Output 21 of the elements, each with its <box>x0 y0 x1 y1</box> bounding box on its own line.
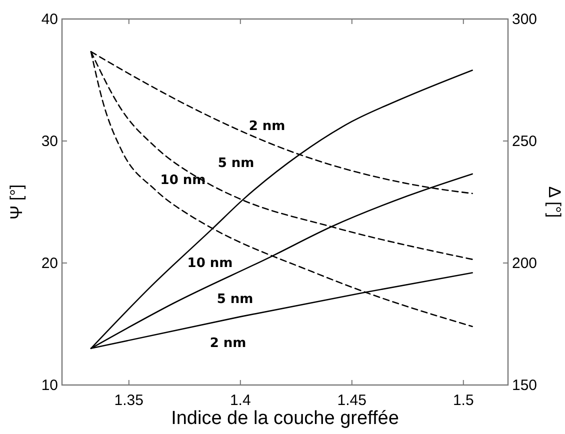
x-tick-label: 1.5 <box>452 392 474 409</box>
y-tick-label: 10 <box>41 377 58 394</box>
series-label: 10 nm <box>160 173 206 188</box>
y-tick-label: 30 <box>41 133 58 150</box>
x-tick-label: 1.35 <box>114 392 144 409</box>
y2-tick-label: 150 <box>512 377 538 394</box>
series-label: 2 nm <box>248 119 286 134</box>
series-label: 5 nm <box>218 156 254 171</box>
y-tick-label: 40 <box>41 11 58 28</box>
x-axis-title: Indice de la couche greffée <box>171 408 399 429</box>
series-label: 5 nm <box>216 292 254 307</box>
y2-tick-label: 200 <box>512 255 538 272</box>
y-tick-label: 20 <box>41 255 58 272</box>
y2-axis-title: Δ [°] <box>545 186 564 218</box>
y-axis-title: Ψ [°] <box>7 184 26 220</box>
x-tick-label: 1.4 <box>230 392 251 409</box>
series-label: 10 nm <box>187 256 233 271</box>
series-label: 2 nm <box>210 336 246 351</box>
y2-tick-label: 300 <box>512 11 538 28</box>
x-tick-label: 1.45 <box>337 392 366 409</box>
y2-tick-label: 250 <box>512 133 538 150</box>
